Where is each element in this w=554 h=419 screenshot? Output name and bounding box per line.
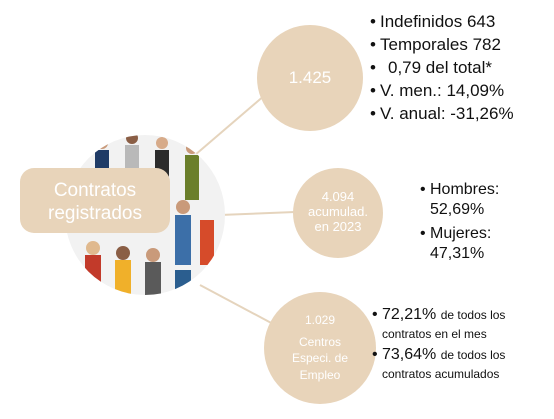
circle-line: Empleo	[299, 367, 341, 382]
item: 0,79 del total*	[370, 56, 514, 79]
item-text: 47,31%	[430, 245, 485, 262]
connector	[199, 284, 276, 326]
center-label-box	[20, 168, 170, 233]
item-figure: 72,21%	[382, 306, 437, 323]
branch-value: 1.029 Centros Especi. de Empleo	[264, 312, 376, 383]
item: Hombres: 52,69%	[420, 180, 499, 220]
circle-line: Especi. de	[291, 351, 349, 366]
branch-circle	[264, 292, 376, 404]
item-text: Mujeres:	[430, 225, 492, 242]
branch-circle	[257, 25, 363, 131]
item: Mujeres: 47,31%	[420, 224, 499, 264]
connector	[219, 211, 296, 216]
circle-line: 1.029	[304, 313, 336, 327]
circle-line: Centros	[298, 335, 342, 350]
item-text: Indefinidos 643	[380, 12, 496, 31]
item-figure: 73,64%	[382, 346, 437, 363]
branch-items: Hombres: 52,69% Mujeres: 47,31%	[420, 180, 499, 264]
item: 73,64% de todos los contratos acumulados	[372, 345, 552, 383]
branch-circle	[293, 168, 383, 258]
item-text: 0,79 del total*	[388, 58, 492, 77]
item: Indefinidos 643	[370, 10, 514, 33]
item-text: V. anual: -31,26%	[380, 104, 514, 123]
item-text: de todos los contratos acumulados	[382, 348, 506, 381]
item: V. anual: -31,26%	[370, 102, 514, 125]
branch-items: 72,21% de todos los contratos en el mes …	[372, 305, 552, 383]
item: 72,21% de todos los contratos en el mes	[372, 305, 552, 343]
item: Temporales 782	[370, 33, 514, 56]
item-text: Temporales 782	[380, 35, 501, 54]
center-label: Contratos registrados	[48, 180, 142, 224]
branch-value: 1.425	[257, 68, 363, 88]
item-text: Hombres:	[430, 181, 500, 198]
branch-value: 4.094 acumulad. en 2023	[293, 189, 383, 235]
item-text: de todos los contratos en el mes	[382, 308, 506, 341]
item-text: V. men.: 14,09%	[380, 81, 505, 100]
item: V. men.: 14,09%	[370, 79, 514, 102]
connector	[194, 94, 266, 156]
circle-line: 4.094	[321, 189, 355, 204]
branch-items: Indefinidos 643 Temporales 782 0,79 del …	[370, 10, 514, 125]
circle-line: 1.425	[288, 68, 332, 87]
item-text: 52,69%	[430, 201, 485, 218]
circle-line: en 2023	[314, 218, 362, 234]
circle-line: acumulad.	[308, 203, 368, 219]
